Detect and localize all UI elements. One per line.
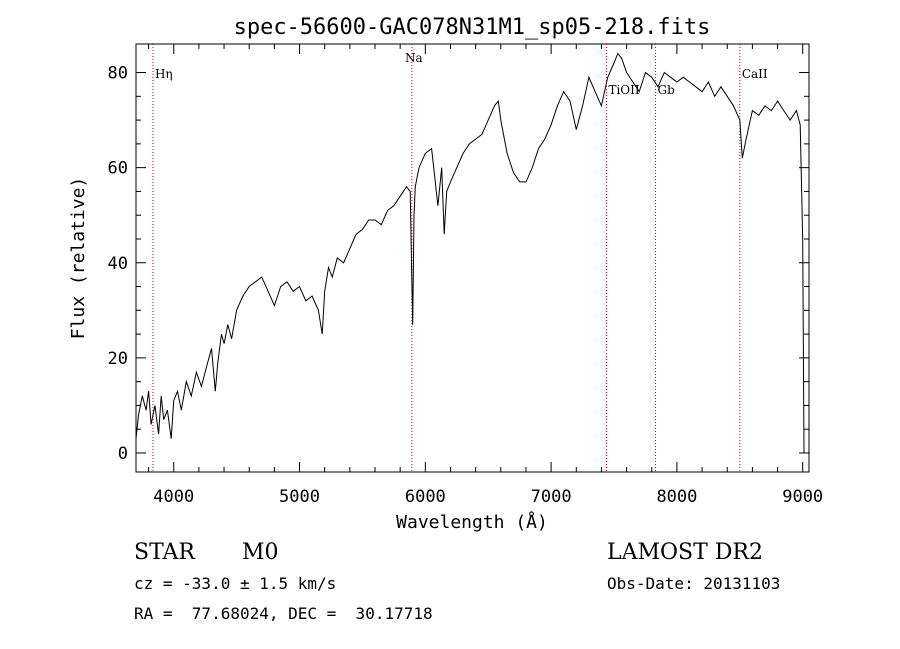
coordinates-text: RA = 77.68024, DEC = 30.17718: [134, 604, 433, 623]
line-marker-label: CaII: [742, 67, 768, 81]
y-axis-label: Flux (relative): [68, 177, 89, 340]
line-marker-label: TiOII: [608, 83, 639, 97]
spectrum-line: [135, 52, 805, 454]
x-tick-label: 5000: [279, 487, 320, 507]
x-axis-label: Wavelength (Å): [396, 511, 548, 533]
chart-title: spec-56600-GAC078N31M1_sp05-218.fits: [234, 15, 711, 40]
plot-frame: [135, 43, 810, 473]
x-tick-label: 4000: [153, 487, 194, 507]
redshift-text: cz = -33.0 ± 1.5 km/s: [134, 574, 337, 593]
subclass: M0: [242, 540, 279, 565]
y-tick-label: 20: [108, 349, 128, 369]
y-tick-label: 0: [118, 444, 128, 464]
x-tick-label: 9000: [782, 487, 823, 507]
x-tick-label: 7000: [531, 487, 572, 507]
line-marker-label: Na: [405, 51, 423, 65]
object-class: STAR: [134, 540, 195, 565]
y-tick-label: 40: [108, 254, 128, 274]
survey-label: LAMOST DR2: [607, 540, 763, 565]
line-marker-label: Gb: [658, 83, 676, 97]
x-tick-label: 8000: [656, 487, 697, 507]
line-marker-label: Hη: [155, 67, 173, 81]
y-tick-label: 60: [108, 159, 128, 179]
x-tick-label: 6000: [405, 487, 446, 507]
y-tick-label: 80: [108, 64, 128, 84]
obs-date-text: Obs-Date: 20131103: [607, 574, 781, 593]
spectrum-plot: spec-56600-GAC078N31M1_sp05-218.fits 400…: [68, 15, 823, 533]
